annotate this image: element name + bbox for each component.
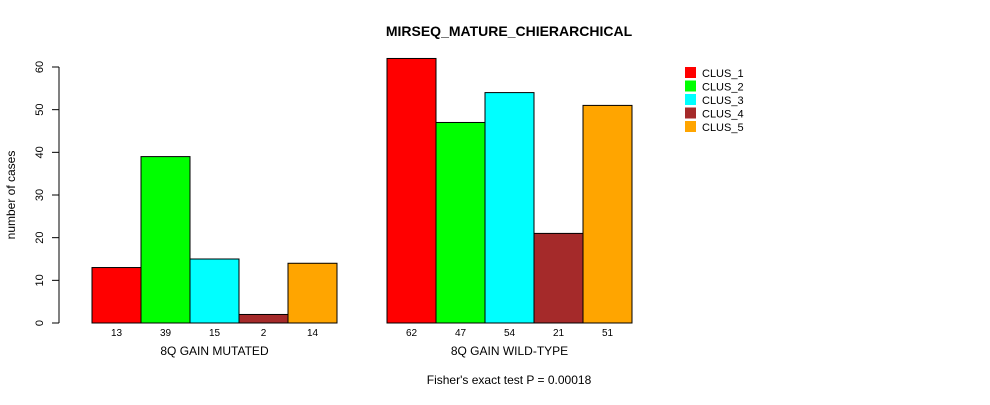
y-tick-label: 10 — [34, 274, 46, 286]
y-tick-label: 40 — [34, 146, 46, 158]
bar-clus_3 — [484, 92, 535, 324]
legend-swatch — [685, 107, 696, 119]
legend-label: CLUS_3 — [702, 95, 744, 107]
legend-label: CLUS_2 — [702, 82, 744, 94]
bar-clus_5 — [287, 262, 338, 324]
bar-value-label: 54 — [504, 328, 516, 339]
bar-clus_1 — [386, 57, 437, 324]
legend-swatch — [685, 80, 696, 92]
y-tick-label: 20 — [34, 232, 46, 244]
y-tick-label: 60 — [34, 61, 46, 73]
group-label: 8Q GAIN MUTATED — [160, 344, 269, 358]
legend-label: CLUS_5 — [702, 122, 744, 134]
y-axis: 0 10 20 30 40 50 60 — [34, 61, 60, 326]
bar-value-label: 21 — [553, 328, 565, 339]
legend-label: CLUS_4 — [702, 109, 744, 121]
bar-value-label: 2 — [261, 328, 267, 339]
bar-value-label: 62 — [406, 328, 418, 339]
bar-clus_2 — [140, 156, 191, 324]
bar-value-label: 47 — [455, 328, 467, 339]
footnote: Fisher's exact test P = 0.00018 — [427, 373, 592, 387]
bar-clus_4 — [238, 313, 289, 324]
bar-clus_1 — [91, 267, 142, 324]
legend-swatch — [685, 121, 696, 132]
bar-clus_4 — [533, 232, 584, 324]
bar-clus_2 — [435, 121, 486, 324]
y-axis-label: number of cases — [4, 151, 18, 240]
group-label: 8Q GAIN WILD-TYPE — [451, 344, 568, 358]
bars: 13 39 15 2 14 8Q GAIN MUTATED 62 47 54 21 51 8Q GAI… — [91, 57, 633, 358]
chart-title: MIRSEQ_MATURE_CHIERARCHICAL — [386, 23, 633, 39]
legend-swatch — [685, 94, 696, 105]
y-tick-label: 30 — [34, 189, 46, 201]
bar-value-label: 15 — [209, 328, 221, 339]
bar-clus_5 — [582, 104, 633, 324]
legend-swatch — [685, 67, 696, 78]
legend-label: CLUS_1 — [702, 68, 744, 80]
bar-value-label: 14 — [307, 328, 319, 339]
bar-clus_3 — [189, 258, 240, 324]
y-tick-label: 0 — [34, 320, 46, 326]
y-tick-label: 50 — [34, 104, 46, 116]
bar-value-label: 51 — [602, 328, 614, 339]
bar-value-label: 39 — [160, 328, 172, 339]
bar-value-label: 13 — [111, 328, 123, 339]
